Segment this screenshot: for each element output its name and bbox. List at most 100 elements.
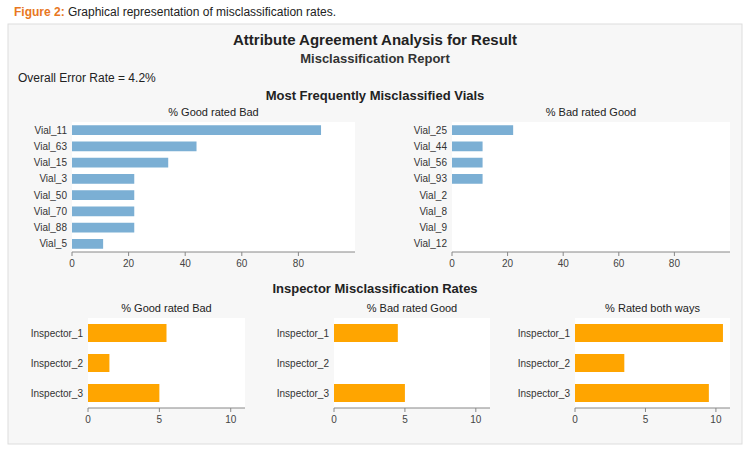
subplot: % Good rated Bad020406080Vial_11Vial_63V… <box>34 106 355 269</box>
bar <box>575 354 624 372</box>
section-title: Inspector Misclassification Rates <box>272 281 477 296</box>
category-label: Vial_11 <box>35 125 68 136</box>
figure-caption: Figure 2: Graphical representation of mi… <box>14 5 336 19</box>
figure-label: Figure 2: <box>14 5 65 19</box>
bar <box>88 324 167 342</box>
subplot: % Bad rated Good020406080Vial_25Vial_44V… <box>414 106 730 269</box>
overall-error: Overall Error Rate = 4.2% <box>18 71 156 85</box>
tick-label: 5 <box>643 414 649 425</box>
category-label: Inspector_1 <box>277 328 330 339</box>
bars <box>88 324 167 402</box>
tick-mark <box>159 408 160 412</box>
category-label: Inspector_1 <box>518 328 571 339</box>
category-label: Vial_50 <box>34 190 68 201</box>
bar <box>72 223 134 233</box>
category-label: Vial_25 <box>414 125 448 136</box>
tick-mark <box>507 252 508 256</box>
section-title: Most Frequently Misclassified Vials <box>266 88 485 103</box>
tick-mark <box>334 408 335 412</box>
tick-mark <box>618 252 619 256</box>
tick-mark <box>230 408 231 412</box>
bar <box>452 125 513 135</box>
tick-label: 0 <box>331 414 337 425</box>
tick-mark <box>645 408 646 412</box>
category-label: Inspector_3 <box>277 388 330 399</box>
bar <box>452 223 453 233</box>
panel <box>8 24 742 444</box>
bar <box>334 324 398 342</box>
tick-mark <box>452 252 453 256</box>
category-label: Inspector_2 <box>277 358 330 369</box>
category-label: Inspector_2 <box>31 358 84 369</box>
tick-label: 0 <box>85 414 91 425</box>
tick-label: 40 <box>180 258 192 269</box>
subplot: % Bad rated Good0510Inspector_1Inspector… <box>277 302 490 425</box>
plot-area <box>334 318 490 408</box>
bar <box>72 158 168 168</box>
category-label: Vial_2 <box>419 190 447 201</box>
bar <box>88 384 159 402</box>
bar <box>334 354 335 372</box>
tick-label: 5 <box>402 414 408 425</box>
tick-label: 0 <box>449 258 455 269</box>
subplot-title: % Bad rated Good <box>546 106 637 118</box>
main-subtitle: Misclassification Report <box>300 51 450 66</box>
bar <box>72 174 134 184</box>
bar <box>452 142 483 152</box>
category-label: Vial_9 <box>419 222 447 233</box>
tick-label: 10 <box>710 414 722 425</box>
main-title: Attribute Agreement Analysis for Result <box>233 31 517 48</box>
tick-label: 10 <box>225 414 237 425</box>
bars <box>575 324 723 402</box>
tick-mark <box>563 252 564 256</box>
tick-label: 40 <box>558 258 570 269</box>
tick-label: 60 <box>613 258 625 269</box>
tick-mark <box>475 408 476 412</box>
plot-area <box>575 318 730 408</box>
subplot-title: % Rated both ways <box>605 302 700 314</box>
bars <box>334 324 405 402</box>
category-label: Vial_88 <box>34 222 68 233</box>
x-axis-line <box>334 408 490 409</box>
tick-label: 60 <box>236 258 248 269</box>
plot-area <box>72 122 355 252</box>
subplot: % Good rated Bad0510Inspector_1Inspector… <box>31 302 245 425</box>
bar <box>72 239 103 249</box>
category-label: Vial_93 <box>414 173 448 184</box>
figure-caption-text: Graphical representation of misclassific… <box>65 5 336 19</box>
category-label: Vial_70 <box>34 206 68 217</box>
subplot-title: % Bad rated Good <box>367 302 458 314</box>
chart-root: Figure 2: Graphical representation of mi… <box>0 0 750 450</box>
x-axis-line <box>452 252 730 253</box>
tick-mark <box>575 408 576 412</box>
plot-area <box>88 318 245 408</box>
category-label: Vial_8 <box>419 206 447 217</box>
subplot: % Rated both ways0510Inspector_1Inspecto… <box>518 302 730 425</box>
x-axis-line <box>575 408 730 409</box>
category-label: Inspector_3 <box>518 388 571 399</box>
tick-label: 80 <box>293 258 305 269</box>
tick-mark <box>715 408 716 412</box>
category-label: Vial_56 <box>414 157 448 168</box>
tick-label: 20 <box>502 258 514 269</box>
bar <box>575 324 723 342</box>
category-label: Inspector_2 <box>518 358 571 369</box>
category-label: Inspector_3 <box>31 388 84 399</box>
bar <box>575 384 709 402</box>
tick-label: 20 <box>123 258 135 269</box>
tick-mark <box>298 252 299 256</box>
tick-label: 0 <box>69 258 75 269</box>
tick-mark <box>241 252 242 256</box>
tick-mark <box>404 408 405 412</box>
bars <box>452 125 513 184</box>
category-label: Vial_3 <box>39 173 67 184</box>
bar <box>452 174 483 184</box>
tick-mark <box>185 252 186 256</box>
bar <box>452 239 453 249</box>
category-label: Vial_44 <box>414 141 448 152</box>
bars <box>72 125 321 249</box>
category-label: Vial_12 <box>414 238 448 249</box>
subplot-title: % Good rated Bad <box>121 302 212 314</box>
category-label: Vial_15 <box>34 157 68 168</box>
category-label: Inspector_1 <box>31 328 84 339</box>
